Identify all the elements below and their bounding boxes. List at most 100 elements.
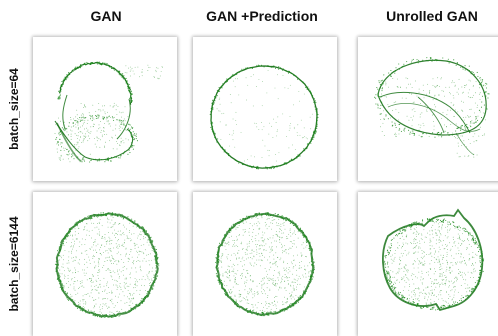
scatter-point	[468, 287, 470, 289]
scatter-point	[262, 139, 264, 141]
scatter-point	[111, 116, 113, 118]
scatter-point	[312, 137, 314, 139]
scatter-point	[217, 279, 219, 281]
scatter-point	[403, 65, 405, 67]
scatter-point	[252, 280, 254, 282]
scatter-point	[375, 97, 377, 99]
scatter-point	[230, 289, 232, 291]
scatter-point	[82, 295, 84, 297]
scatter-point	[267, 273, 269, 275]
scatter-point	[441, 244, 443, 246]
scatter-point	[275, 285, 277, 287]
scatter-point	[304, 150, 306, 152]
scatter-point	[130, 142, 132, 144]
scatter-point	[460, 262, 462, 264]
scatter-point	[280, 217, 282, 219]
scatter-point	[466, 291, 468, 293]
scatter-point	[458, 242, 460, 244]
scatter-point	[127, 216, 129, 218]
scatter-point	[108, 116, 110, 118]
scatter-point	[150, 285, 152, 287]
scatter-point	[378, 80, 380, 82]
scatter-point	[120, 126, 122, 128]
scatter-point	[309, 279, 312, 281]
scatter-point	[381, 87, 384, 89]
scatter-point	[273, 311, 275, 313]
scatter-point	[122, 270, 124, 271]
scatter-point	[70, 228, 72, 231]
scatter-point	[404, 227, 406, 229]
scatter-point	[283, 270, 285, 271]
scatter-point	[272, 263, 274, 265]
scatter-point	[444, 130, 446, 132]
scatter-point	[406, 297, 408, 299]
scatter-point	[453, 242, 455, 244]
scatter-point	[442, 306, 444, 308]
scatter-point	[292, 273, 294, 275]
scatter-point	[404, 230, 406, 232]
scatter-point	[155, 262, 157, 264]
scatter-point	[283, 224, 285, 226]
scatter-point	[421, 252, 423, 254]
scatter-point	[98, 306, 100, 308]
scatter-point	[108, 256, 110, 258]
scatter-point	[219, 283, 221, 285]
scatter-point	[453, 286, 455, 288]
scatter-point	[92, 255, 94, 257]
scatter-point	[129, 237, 131, 239]
scatter-point	[464, 124, 467, 126]
scatter-point	[59, 286, 61, 288]
scatter-point	[316, 122, 318, 124]
scatter-point	[412, 264, 414, 265]
scatter-point	[416, 258, 418, 260]
scatter-point	[426, 305, 428, 307]
scatter-point	[220, 257, 222, 259]
scatter-point	[464, 260, 466, 262]
scatter-point	[463, 278, 465, 280]
scatter-point	[309, 241, 311, 243]
scatter-point	[72, 245, 74, 247]
scatter-point	[72, 302, 74, 304]
scatter-point	[442, 257, 444, 259]
scatter-point	[402, 255, 404, 257]
scatter-point	[140, 300, 142, 302]
scatter-point	[412, 301, 414, 303]
scatter-point	[400, 130, 402, 132]
scatter-point	[122, 139, 124, 141]
scatter-point	[264, 256, 266, 258]
scatter-point	[234, 159, 236, 161]
scatter-point	[471, 287, 473, 289]
scatter-point	[277, 272, 279, 274]
scatter-point	[255, 235, 257, 236]
scatter-point	[390, 281, 392, 283]
scatter-point	[98, 257, 100, 259]
scatter-point	[477, 104, 479, 106]
scatter-point	[155, 267, 157, 269]
scatter-point	[251, 249, 253, 251]
scatter-point	[294, 223, 296, 225]
scatter-point	[413, 133, 416, 135]
scatter-point	[436, 132, 438, 134]
scatter-point	[480, 106, 483, 108]
scatter-point	[74, 228, 76, 230]
scatter-point	[415, 93, 417, 95]
scatter-point	[310, 253, 312, 255]
scatter-point	[262, 245, 263, 247]
scatter-point	[98, 228, 100, 230]
scatter-point	[309, 282, 311, 284]
scatter-point	[420, 291, 422, 293]
scatter-point	[107, 212, 109, 214]
scatter-point	[295, 75, 297, 77]
scatter-point	[429, 95, 431, 97]
scatter-point	[265, 243, 267, 245]
scatter-point	[416, 231, 418, 233]
scatter-point	[275, 264, 277, 266]
scatter-point	[405, 265, 407, 266]
scatter-point	[277, 277, 279, 279]
scatter-point	[223, 151, 225, 153]
scatter-point	[257, 293, 259, 295]
scatter-point	[284, 87, 286, 89]
scatter-point	[446, 237, 448, 239]
scatter-point	[121, 76, 123, 78]
scatter-point	[81, 282, 83, 284]
